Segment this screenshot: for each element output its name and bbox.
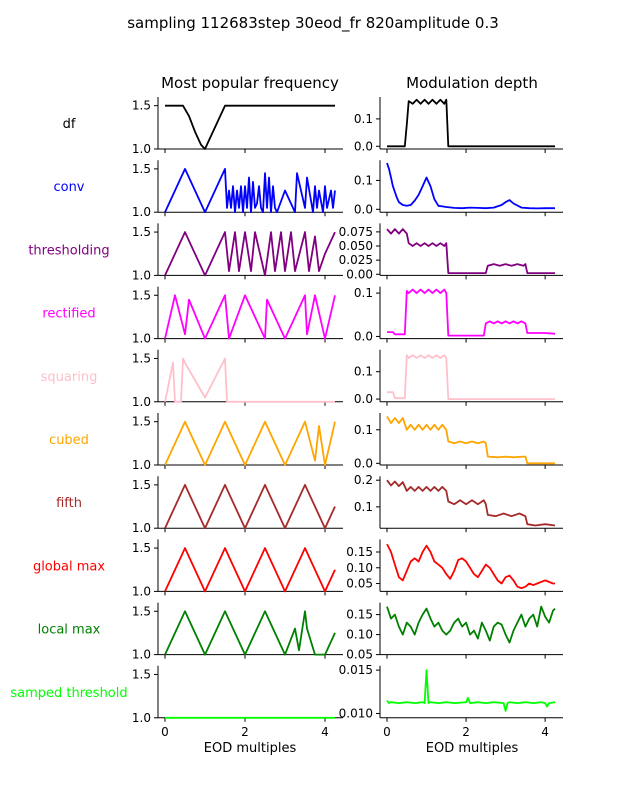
left-series-line-global-max [164,547,336,593]
right-ytick-label: 0.1 [354,423,373,437]
figure-title: sampling 112683step 30eod_fr 820amplitud… [127,14,499,33]
right-series-line-global-max [386,543,555,590]
right-series-line-conv [386,162,555,210]
right-ytick-label: 0.1 [354,365,373,379]
left-ytick-label: 1.5 [132,288,151,302]
right-series-line-fifth [386,479,556,527]
right-ytick-label: 0.0 [354,456,373,470]
row-global-max: global max 1.0 1.5 0.05 0.10 0.15 [33,539,563,598]
right-xtick-label: 2 [462,725,470,739]
right-ytick-label: 0.1 [354,112,373,126]
right-ytick-label: 0.0 [354,329,373,343]
right-series-line-cubed [386,415,555,465]
right-ytick-label: 0.050 [339,239,373,253]
left-ytick-label: 1.5 [132,225,151,239]
row-label: thresholding [28,243,109,258]
left-ytick-label: 1.5 [132,541,151,555]
col-title-right: Modulation depth [406,74,538,92]
right-ytick-label: 0.05 [346,577,373,591]
left-ytick-label: 1.5 [132,415,151,429]
right-series-line-df [387,98,555,148]
row-label: squaring [41,370,98,385]
row-label: global max [33,559,105,574]
row-rectified: rectified 1.0 1.5 0.0 0.1 [42,286,563,346]
right-ytick-label: 0.2 [354,473,373,487]
row-squaring: squaring 1.0 1.5 0.0 0.1 [41,349,563,409]
left-ytick-label: 1.5 [132,351,151,365]
right-ytick-label: 0.1 [354,286,373,300]
right-series-line-squaring [387,354,555,401]
left-ytick-label: 1.5 [132,667,151,681]
row-samped-threshold: samped threshold 1.0 1.5 0 2 4 0.010 0.015 0 2 4 [10,663,563,739]
left-ytick-label: 1.0 [132,521,151,535]
row-label: fifth [56,496,82,511]
left-xtick-label: 2 [241,725,249,739]
right-ytick-label: 0.1 [354,500,373,514]
left-ytick-label: 1.5 [132,99,151,113]
right-ytick-label: 0.00 [346,267,373,281]
xlabel-left: EOD multiples [204,741,297,756]
row-label: rectified [42,307,95,322]
left-ytick-label: 1.0 [132,458,151,472]
row-label: local max [38,623,101,638]
left-ytick-label: 1.0 [132,332,151,346]
left-series-line-rectified [164,294,336,340]
right-ytick-label: 0.15 [346,545,373,559]
right-ytick-label: 0.15 [346,608,373,622]
left-series-line-conv [164,167,336,214]
left-series-line-df [165,104,335,150]
right-series-line-samped-threshold [386,669,556,712]
left-ytick-label: 1.0 [132,395,151,409]
left-ytick-label: 1.5 [132,478,151,492]
panels: df 1.0 1.5 0.0 0.1 conv 1.0 1.5 0.0 0.1 thresholdi… [10,97,563,739]
right-series-line-rectified [387,288,556,337]
left-ytick-label: 1.0 [132,205,151,219]
left-xtick-label: 4 [321,725,329,739]
right-ytick-label: 0.05 [346,648,373,662]
row-local-max: local max 1.0 1.5 0.05 0.10 0.15 [38,602,563,662]
right-series-line-local-max [386,605,556,644]
row-df: df 1.0 1.5 0.0 0.1 [63,97,563,156]
right-xtick-label: 4 [541,725,549,739]
left-ytick-label: 1.0 [132,142,151,156]
row-label: df [63,117,76,132]
row-cubed: cubed 1.0 1.5 0.0 0.1 [49,413,563,472]
right-ytick-label: 0.075 [339,225,373,239]
right-series-line-thresholding [386,228,555,275]
left-xtick-label: 0 [161,725,169,739]
right-ytick-label: 0.0 [354,202,373,216]
row-fifth: fifth 1.0 1.5 0.1 0.2 [56,473,563,535]
left-series-line-fifth [164,483,336,530]
right-ytick-label: 0.10 [346,628,373,642]
row-label: cubed [49,433,89,448]
left-ytick-label: 1.5 [132,162,151,176]
left-ytick-label: 1.5 [132,604,151,618]
right-ytick-label: 0.015 [339,663,373,677]
xlabel-right: EOD multiples [426,741,519,756]
right-ytick-label: 0.0 [354,139,373,153]
left-ytick-label: 1.0 [132,648,151,662]
left-series-line-cubed [164,420,336,466]
left-series-line-squaring [164,357,335,403]
right-ytick-label: 0.1 [354,173,373,187]
left-series-line-local-max [164,610,336,656]
col-title-left: Most popular frequency [161,74,339,92]
right-ytick-label: 0.0 [354,392,373,406]
right-ytick-label: 0.025 [339,253,373,267]
right-ytick-label: 0.10 [346,561,373,575]
row-label: samped threshold [10,686,127,701]
left-series-line-thresholding [164,231,336,277]
right-ytick-label: 0.010 [339,706,373,720]
left-ytick-label: 1.0 [132,711,151,725]
right-xtick-label: 0 [383,725,391,739]
row-conv: conv 1.0 1.5 0.0 0.1 [53,160,563,219]
left-ytick-label: 1.0 [132,268,151,282]
row-label: conv [53,180,84,195]
left-ytick-label: 1.0 [132,584,151,598]
